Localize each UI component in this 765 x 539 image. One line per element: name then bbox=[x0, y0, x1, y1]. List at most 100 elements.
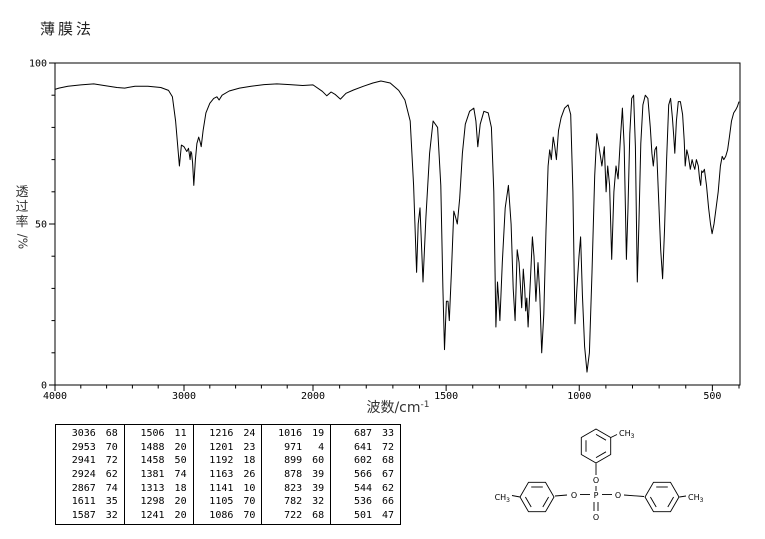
peak-wavenumber: 2867 bbox=[71, 482, 96, 494]
ir-spectrum-plot: 4000 3000 2000 1500 1000 500 0 50 100 波数/cm-1 bbox=[29, 59, 741, 416]
peak-transmittance: 70 bbox=[243, 509, 256, 521]
peak-wavenumber: 3036 bbox=[71, 428, 96, 440]
svg-text:100: 100 bbox=[29, 59, 47, 70]
oxygen-label: O bbox=[571, 491, 577, 500]
peak-table-row: 1086 70 bbox=[194, 509, 262, 522]
peak-table-row: 536 66 bbox=[331, 495, 400, 508]
peak-transmittance: 39 bbox=[312, 482, 325, 494]
peak-transmittance: 20 bbox=[174, 441, 187, 453]
peak-table-row: 1611 35 bbox=[56, 495, 124, 508]
peak-table-row: 2953 70 bbox=[56, 441, 124, 454]
peak-transmittance: 67 bbox=[381, 468, 394, 480]
peak-table-row: 899 60 bbox=[262, 454, 330, 467]
peak-table-row: 971 4 bbox=[262, 441, 330, 454]
peak-wavenumber: 899 bbox=[284, 455, 303, 467]
svg-text:波数/cm-1: 波数/cm-1 bbox=[366, 400, 429, 416]
peak-table-column: 687 33 641 72 602 68 566 67 544 62 536 66 501 47 bbox=[331, 425, 400, 524]
peak-table-row: 722 68 bbox=[262, 509, 330, 522]
page-title: 薄膜法 bbox=[40, 20, 95, 38]
peak-transmittance: 68 bbox=[312, 509, 325, 521]
peak-transmittance: 47 bbox=[381, 509, 394, 521]
peak-table-column: 1506 11 1488 20 1458 50 1381 74 1313 18 1298 20 1241… bbox=[125, 425, 194, 524]
peak-transmittance: 24 bbox=[243, 428, 256, 440]
peak-table-row: 1016 19 bbox=[262, 427, 330, 440]
methyl-label: CH3 bbox=[688, 493, 704, 504]
peak-wavenumber: 1105 bbox=[209, 496, 234, 508]
peak-transmittance: 70 bbox=[243, 496, 256, 508]
peak-table-row: 1488 20 bbox=[125, 441, 193, 454]
peak-table-row: 1201 23 bbox=[194, 441, 262, 454]
peak-transmittance: 74 bbox=[105, 482, 118, 494]
peak-transmittance: 23 bbox=[243, 441, 256, 453]
peak-table-row: 878 39 bbox=[262, 468, 330, 481]
peak-wavenumber: 1163 bbox=[209, 468, 234, 480]
peak-wavenumber: 1141 bbox=[209, 482, 234, 494]
peak-wavenumber: 501 bbox=[353, 509, 372, 521]
methyl-label: CH3 bbox=[495, 493, 511, 504]
peak-wavenumber: 782 bbox=[284, 496, 303, 508]
svg-text:50: 50 bbox=[35, 220, 47, 231]
svg-text:4000: 4000 bbox=[43, 391, 67, 402]
peak-wavenumber: 1506 bbox=[140, 428, 165, 440]
oxygen-label: O bbox=[593, 513, 599, 522]
peak-wavenumber: 1587 bbox=[71, 509, 96, 521]
peak-wavenumber: 1192 bbox=[209, 455, 234, 467]
peak-table-row: 1105 70 bbox=[194, 495, 262, 508]
peak-wavenumber: 1298 bbox=[140, 496, 165, 508]
peak-transmittance: 32 bbox=[312, 496, 325, 508]
peak-transmittance: 11 bbox=[174, 428, 187, 440]
peak-wavenumber: 1313 bbox=[140, 482, 165, 494]
svg-text:3000: 3000 bbox=[172, 391, 196, 402]
svg-text:1500: 1500 bbox=[434, 391, 458, 402]
y-axis-label-char: 率 bbox=[15, 215, 29, 230]
peak-wavenumber: 641 bbox=[353, 441, 372, 453]
peak-table-column: 3036 68 2953 70 2941 72 2924 62 2867 74 1611 35 1587… bbox=[56, 425, 125, 524]
peak-transmittance: 62 bbox=[381, 482, 394, 494]
peak-table-row: 544 62 bbox=[331, 482, 400, 495]
peak-table-row: 1587 32 bbox=[56, 509, 124, 522]
peak-wavenumber: 1201 bbox=[209, 441, 234, 453]
peak-table-row: 1381 74 bbox=[125, 468, 193, 481]
peak-table-row: 1163 26 bbox=[194, 468, 262, 481]
oxygen-label: O bbox=[615, 491, 621, 500]
svg-text:0: 0 bbox=[41, 381, 47, 392]
phosphorus-label: P bbox=[594, 491, 599, 500]
peak-transmittance: 72 bbox=[381, 441, 394, 453]
peak-table-row: 2867 74 bbox=[56, 482, 124, 495]
peak-table-row: 566 67 bbox=[331, 468, 400, 481]
benzene-ring bbox=[644, 481, 680, 513]
spectrum-curve bbox=[54, 80, 740, 373]
peak-wavenumber: 823 bbox=[284, 482, 303, 494]
peak-table-row: 2941 72 bbox=[56, 454, 124, 467]
peak-wavenumber: 2953 bbox=[71, 441, 96, 453]
peak-wavenumber: 687 bbox=[353, 428, 372, 440]
peak-transmittance: 70 bbox=[105, 441, 118, 453]
peak-wavenumber: 2924 bbox=[71, 468, 96, 480]
peak-wavenumber: 971 bbox=[284, 441, 303, 453]
peak-transmittance: 74 bbox=[174, 468, 187, 480]
peak-transmittance: 60 bbox=[312, 455, 325, 467]
peak-transmittance: 20 bbox=[174, 496, 187, 508]
peak-transmittance: 19 bbox=[312, 428, 325, 440]
peak-transmittance: 4 bbox=[318, 441, 325, 453]
peak-transmittance: 32 bbox=[105, 509, 118, 521]
peak-transmittance: 35 bbox=[105, 496, 118, 508]
peak-table-row: 1313 18 bbox=[125, 482, 193, 495]
peak-transmittance: 33 bbox=[381, 428, 394, 440]
peak-table-row: 641 72 bbox=[331, 441, 400, 454]
peak-transmittance: 18 bbox=[174, 482, 187, 494]
peak-transmittance: 18 bbox=[243, 455, 256, 467]
oxygen-label: O bbox=[593, 476, 599, 485]
svg-text:2000: 2000 bbox=[301, 391, 325, 402]
peak-table-row: 1216 24 bbox=[194, 427, 262, 440]
peak-transmittance: 10 bbox=[243, 482, 256, 494]
peak-table-row: 1192 18 bbox=[194, 454, 262, 467]
peak-transmittance: 26 bbox=[243, 468, 256, 480]
peak-transmittance: 66 bbox=[381, 496, 394, 508]
peak-wavenumber: 602 bbox=[353, 455, 372, 467]
peak-wavenumber: 536 bbox=[353, 496, 372, 508]
peak-wavenumber: 878 bbox=[284, 468, 303, 480]
y-axis-label-char: 过 bbox=[15, 200, 29, 215]
peak-table-row: 1141 10 bbox=[194, 482, 262, 495]
